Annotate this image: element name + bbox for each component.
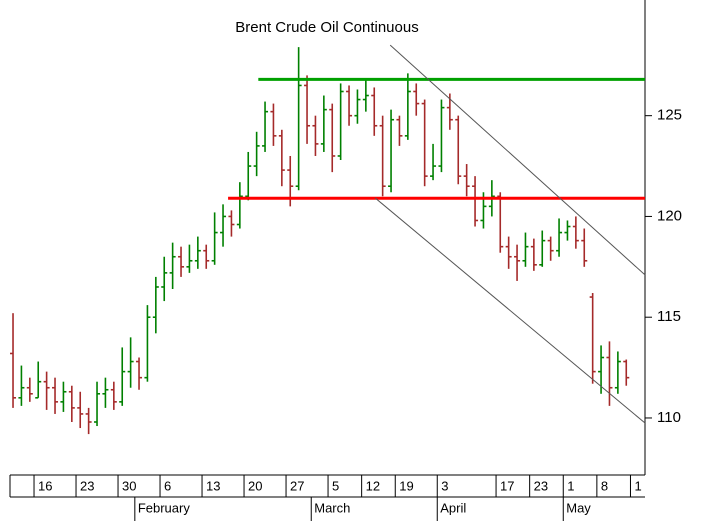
y-tick-label: 110 <box>657 409 681 426</box>
x-tick-label: 27 <box>290 478 304 493</box>
x-tick-label: 1 <box>567 478 574 493</box>
x-tick-label: 16 <box>38 478 52 493</box>
x-tick-label: 6 <box>164 478 171 493</box>
x-tick-label: 5 <box>332 478 339 493</box>
x-tick-label: 19 <box>399 478 413 493</box>
month-label: March <box>314 500 350 515</box>
x-tick-label: 17 <box>500 478 514 493</box>
x-tick-label: 23 <box>534 478 548 493</box>
channel-line <box>389 44 646 276</box>
y-tick-label: 120 <box>657 207 682 224</box>
y-tick-label: 115 <box>657 308 681 325</box>
y-tick-label: 125 <box>657 107 682 124</box>
x-tick-label: 20 <box>248 478 262 493</box>
x-tick-label: 8 <box>601 478 608 493</box>
x-tick-label: 3 <box>441 478 448 493</box>
month-label: February <box>138 500 191 515</box>
chart-title: Brent Crude Oil Continuous <box>235 19 418 36</box>
x-tick-label: 30 <box>122 478 136 493</box>
x-tick-label: 23 <box>80 478 94 493</box>
x-tick-label: 13 <box>206 478 220 493</box>
month-label: May <box>566 500 591 515</box>
x-tick-label: 12 <box>366 478 380 493</box>
x-tick-label: 1 <box>634 478 641 493</box>
month-label: April <box>440 500 466 515</box>
channel-line <box>374 197 646 424</box>
